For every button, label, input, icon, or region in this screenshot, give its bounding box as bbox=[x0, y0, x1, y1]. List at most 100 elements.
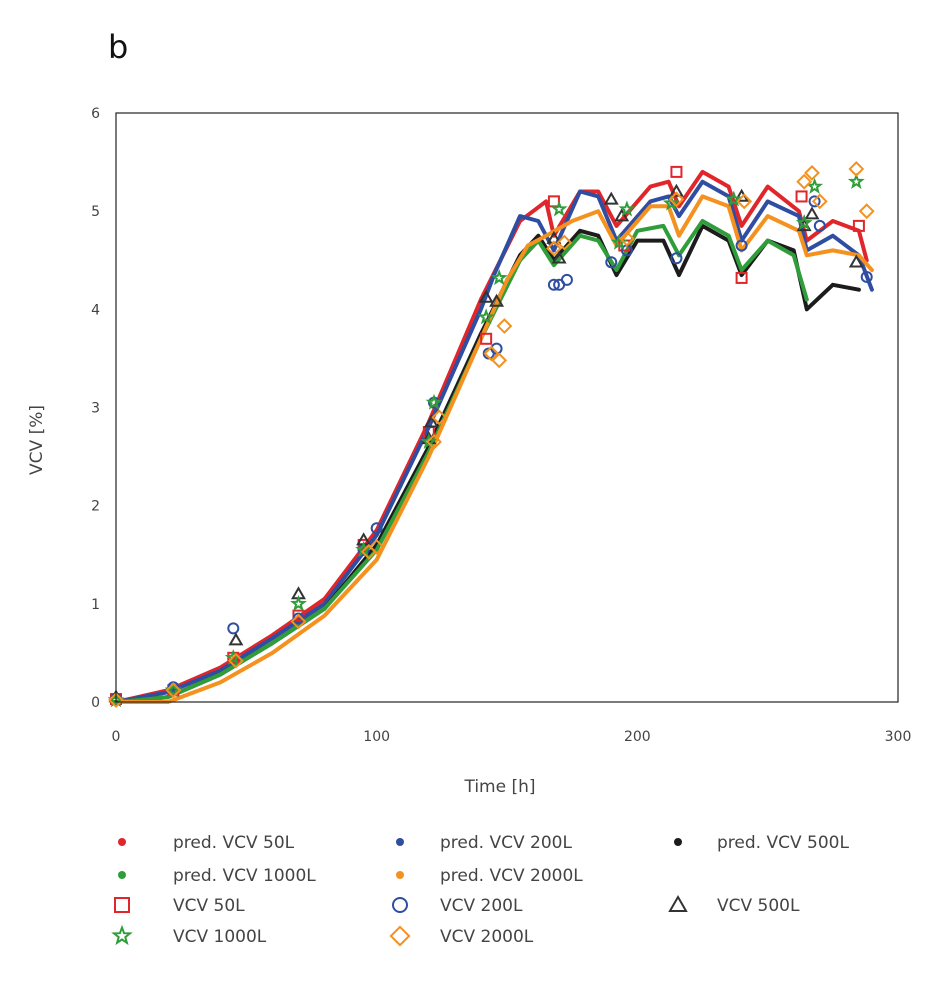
panel-label: b bbox=[108, 28, 129, 66]
series-line-pred-vcv-2000l bbox=[114, 194, 874, 704]
y-tick-label: 6 bbox=[91, 106, 100, 122]
series-line-pred-vcv-1000l bbox=[114, 219, 809, 704]
data-point-vcv-500l bbox=[551, 250, 567, 264]
data-point-vcv-1000l bbox=[425, 393, 443, 410]
data-point-vcv-1000l bbox=[618, 200, 636, 217]
legend-label-vcv-2000l: VCV 2000L bbox=[440, 927, 534, 947]
legend-symbol-vcv-50l bbox=[114, 897, 130, 913]
data-point-vcv-500l bbox=[478, 289, 494, 303]
legend-symbol-vcv-1000l bbox=[111, 924, 133, 946]
plot-frame bbox=[115, 112, 899, 703]
data-point-vcv-200l bbox=[560, 273, 573, 286]
legend-label-pred-vcv-500l: pred. VCV 500L bbox=[717, 833, 849, 853]
y-tick-label: 3 bbox=[91, 401, 100, 417]
data-point-vcv-500l bbox=[804, 206, 820, 220]
legend-label-vcv-50l: VCV 50L bbox=[173, 896, 245, 916]
legend-symbol-pred-vcv-200l bbox=[396, 838, 404, 846]
measurement-markers bbox=[107, 161, 875, 708]
data-point-vcv-50l bbox=[547, 195, 560, 208]
data-point-vcv-50l bbox=[670, 165, 683, 178]
series-line-pred-vcv-200l bbox=[114, 179, 874, 704]
data-point-vcv-1000l bbox=[662, 194, 680, 211]
legend-symbol-pred-vcv-50l bbox=[118, 838, 126, 846]
data-point-vcv-200l bbox=[670, 252, 683, 265]
legend-label-vcv-1000l: VCV 1000L bbox=[173, 927, 267, 947]
data-point-vcv-2000l bbox=[426, 433, 442, 450]
legend-label-vcv-200l: VCV 200L bbox=[440, 896, 523, 916]
data-point-vcv-1000l bbox=[847, 172, 865, 189]
series-line-pred-vcv-50l bbox=[114, 169, 869, 704]
data-point-vcv-1000l bbox=[477, 308, 495, 325]
data-point-vcv-1000l bbox=[795, 213, 813, 231]
legend-symbol-pred-vcv-2000l bbox=[396, 871, 404, 879]
data-point-vcv-2000l bbox=[491, 352, 508, 369]
legend-label-pred-vcv-50l: pred. VCV 50L bbox=[173, 833, 295, 853]
data-point-vcv-2000l bbox=[668, 191, 685, 208]
data-point-vcv-2000l bbox=[496, 318, 513, 334]
data-point-vcv-1000l bbox=[725, 190, 743, 207]
data-point-vcv-2000l bbox=[227, 652, 244, 669]
x-tick-label: 300 bbox=[885, 729, 912, 745]
data-point-vcv-2000l bbox=[290, 613, 307, 630]
x-tick-label: 100 bbox=[363, 729, 390, 745]
data-point-vcv-2000l bbox=[796, 173, 813, 190]
data-point-vcv-500l bbox=[228, 632, 244, 646]
data-point-vcv-2000l bbox=[546, 240, 562, 257]
data-point-vcv-2000l bbox=[804, 164, 820, 181]
data-point-vcv-200l bbox=[292, 612, 305, 625]
data-point-vcv-200l bbox=[227, 622, 240, 635]
prediction-lines bbox=[114, 169, 874, 704]
y-tick-label: 5 bbox=[91, 204, 100, 220]
data-point-vcv-2000l bbox=[811, 193, 828, 210]
data-point-vcv-2000l bbox=[848, 161, 865, 177]
data-point-vcv-1000l bbox=[490, 268, 508, 286]
y-tick-label: 2 bbox=[91, 499, 100, 515]
x-axis-title: Time [h] bbox=[463, 777, 535, 797]
data-point-vcv-500l bbox=[603, 191, 619, 205]
data-point-vcv-1000l bbox=[806, 177, 824, 194]
data-point-vcv-500l bbox=[614, 208, 630, 222]
legend-symbol-vcv-500l bbox=[668, 894, 688, 912]
legend-label-pred-vcv-2000l: pred. VCV 2000L bbox=[440, 866, 583, 886]
data-point-vcv-200l bbox=[813, 219, 826, 232]
data-point-vcv-500l bbox=[423, 414, 439, 428]
data-point-vcv-2000l bbox=[618, 230, 635, 247]
legend-symbol-pred-vcv-500l bbox=[674, 838, 682, 846]
x-tick-label: 200 bbox=[624, 729, 651, 745]
data-point-vcv-1000l bbox=[290, 594, 307, 612]
legend-label-pred-vcv-200l: pred. VCV 200L bbox=[440, 833, 572, 853]
data-point-vcv-50l bbox=[735, 271, 748, 284]
y-axis-title: VCV [%] bbox=[27, 405, 47, 475]
legend-label-vcv-500l: VCV 500L bbox=[717, 896, 800, 916]
data-point-vcv-200l bbox=[547, 278, 560, 291]
data-point-vcv-500l bbox=[489, 293, 505, 307]
data-point-vcv-50l bbox=[480, 332, 493, 345]
y-tick-label: 1 bbox=[91, 597, 100, 613]
legend-symbol-vcv-200l bbox=[392, 897, 408, 913]
x-tick-label: 0 bbox=[112, 729, 121, 745]
y-tick-label: 4 bbox=[91, 302, 100, 318]
data-point-vcv-2000l bbox=[165, 682, 182, 699]
data-point-vcv-2000l bbox=[108, 692, 124, 708]
data-point-vcv-2000l bbox=[431, 409, 448, 426]
y-tick-label: 0 bbox=[91, 695, 100, 711]
legend-label-pred-vcv-1000l: pred. VCV 1000L bbox=[173, 866, 316, 886]
data-point-vcv-2000l bbox=[483, 345, 500, 362]
data-point-vcv-50l bbox=[852, 219, 865, 232]
data-point-vcv-2000l bbox=[858, 203, 875, 220]
data-point-vcv-500l bbox=[668, 183, 684, 197]
data-point-vcv-200l bbox=[860, 270, 873, 283]
data-point-vcv-200l bbox=[735, 239, 748, 252]
data-point-vcv-500l bbox=[848, 254, 864, 268]
x-axis-ticks: 0 100 200 300 bbox=[112, 729, 912, 745]
data-point-vcv-2000l bbox=[736, 193, 753, 210]
legend: pred. VCV 50L pred. VCV 200L pred. VCV 500… bbox=[111, 833, 849, 947]
y-axis-ticks: 0 1 2 3 4 5 6 bbox=[91, 106, 100, 711]
data-point-vcv-2000l bbox=[368, 538, 385, 555]
data-point-vcv-1000l bbox=[550, 200, 568, 217]
data-point-vcv-50l bbox=[795, 190, 808, 203]
data-point-vcv-2000l bbox=[556, 234, 573, 251]
legend-symbol-pred-vcv-1000l bbox=[118, 871, 126, 879]
data-point-vcv-200l bbox=[370, 522, 383, 535]
